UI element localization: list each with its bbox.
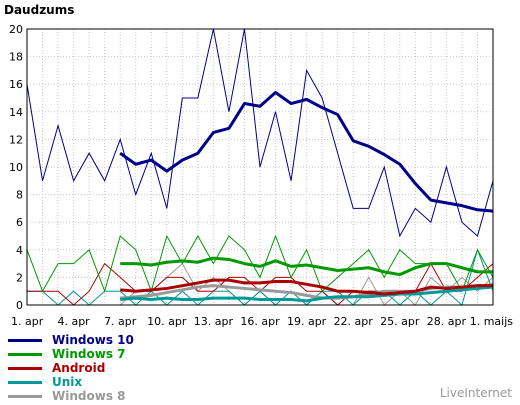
- series-trend-line: [119, 90, 494, 213]
- y-tick-label: 12: [9, 133, 23, 146]
- brand-label: LiveInternet: [439, 386, 512, 400]
- legend-swatch: [8, 380, 42, 384]
- x-tick-label: 1. apr: [11, 315, 44, 328]
- x-tick-label: 25. apr: [380, 315, 420, 328]
- plot-frame: [26, 28, 494, 306]
- x-tick-label: 22. apr: [334, 315, 374, 328]
- y-tick-label: 6: [16, 216, 23, 229]
- x-tick-label: 7. apr: [104, 315, 137, 328]
- legend-label: Android: [52, 361, 106, 375]
- y-tick-label: 2: [16, 271, 23, 284]
- legend-item: Windows 7: [8, 347, 134, 361]
- x-tick-label: 28. apr: [427, 315, 467, 328]
- legend-swatch: [8, 352, 42, 356]
- legend-label: Unix: [52, 375, 83, 389]
- series-daily-line: [26, 234, 494, 293]
- y-tick-label: 10: [9, 161, 23, 174]
- legend-swatch: [8, 366, 42, 370]
- y-tick-label: 8: [16, 189, 23, 202]
- y-axis-ticks: 0 2 4 6 8 10 12 14 16 18 20: [9, 23, 23, 312]
- series-trend-lines: [119, 90, 494, 303]
- y-tick-label: 4: [16, 244, 23, 257]
- legend-item: Windows 10: [8, 333, 134, 347]
- series-trend-line: [120, 278, 493, 296]
- legend-swatch: [8, 338, 42, 342]
- legend-item: Android: [8, 361, 134, 375]
- x-tick-label: 1. maijs: [470, 315, 514, 328]
- x-tick-label: 19. apr: [287, 315, 327, 328]
- y-tick-label: 16: [9, 78, 23, 91]
- y-tick-label: 14: [9, 106, 23, 119]
- series-trend-line: [120, 256, 493, 277]
- x-tick-label: 10. apr: [147, 315, 187, 328]
- legend-label: Windows 7: [52, 347, 126, 361]
- x-tick-label: 4. apr: [57, 315, 90, 328]
- x-axis-ticks: 1. apr 4. apr 7. apr 10. apr 13. apr 16. apr 1…: [11, 315, 513, 328]
- chart-grid: [27, 29, 493, 305]
- legend-item: Unix: [8, 375, 134, 389]
- legend-item: Windows 8: [8, 389, 134, 403]
- y-axis-title: Daudzums: [4, 3, 74, 17]
- y-tick-label: 0: [16, 299, 23, 312]
- y-tick-label: 18: [9, 51, 23, 64]
- series-daily-line: [26, 28, 494, 238]
- legend-swatch: [8, 394, 42, 398]
- x-tick-label: 13. apr: [194, 315, 234, 328]
- legend-label: Windows 8: [52, 389, 126, 403]
- series-trend-line: [120, 285, 494, 303]
- y-tick-label: 20: [9, 23, 23, 36]
- x-tick-label: 16. apr: [240, 315, 280, 328]
- legend: Windows 10 Windows 7 Android Unix Windows 8: [8, 333, 134, 403]
- legend-label: Windows 10: [52, 333, 134, 347]
